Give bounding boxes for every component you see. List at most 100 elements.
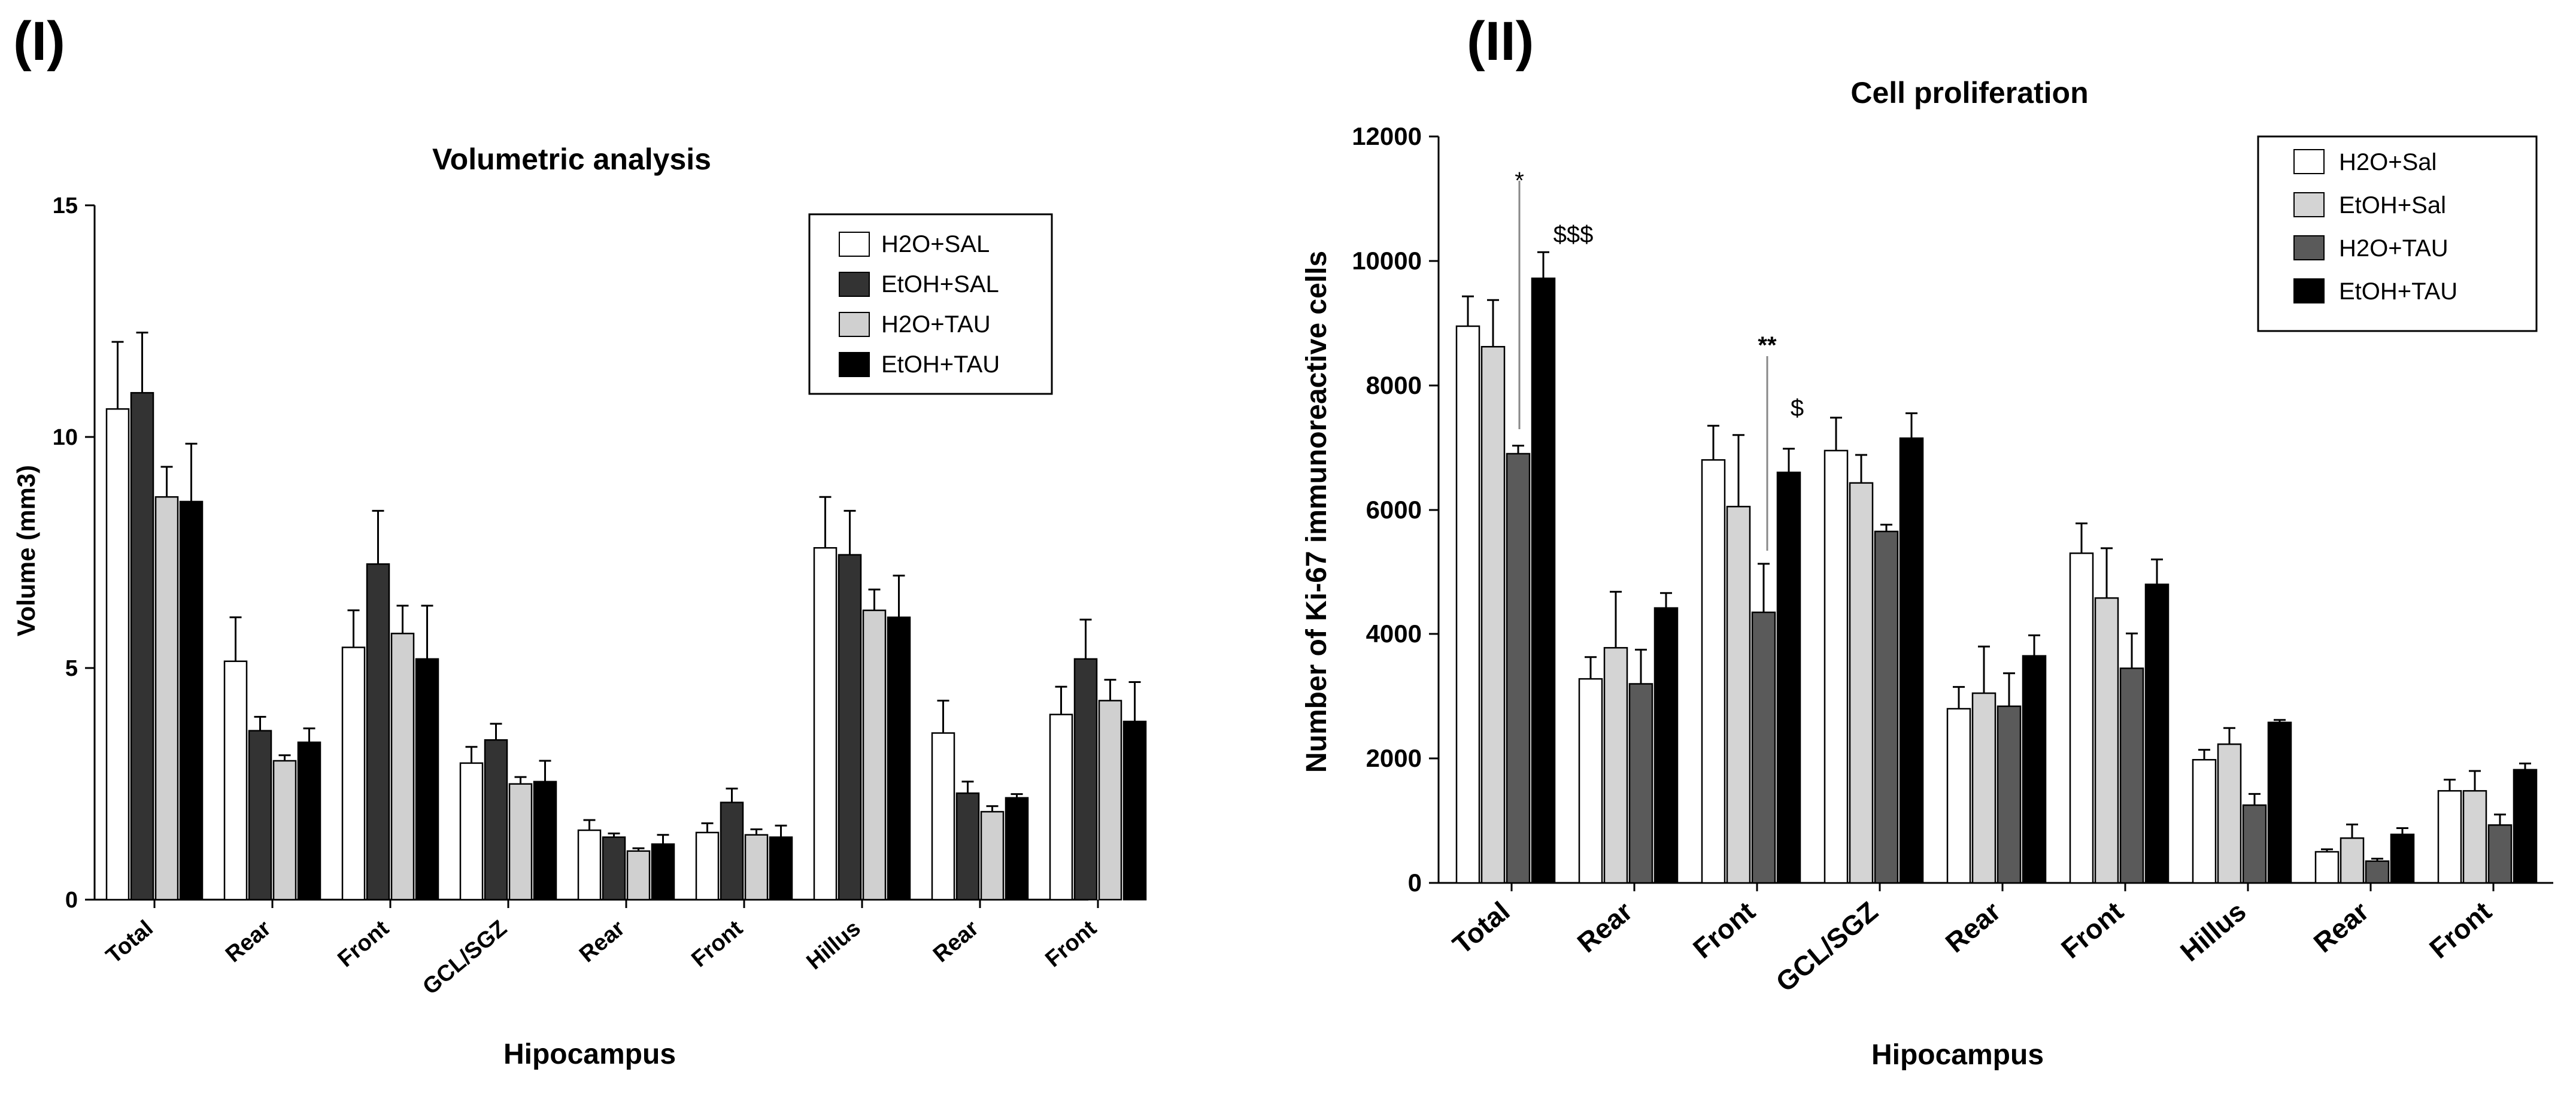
bar xyxy=(2437,790,2462,884)
x-tick-label: Front xyxy=(2055,895,2129,964)
bar xyxy=(1849,482,1874,884)
legend-label: H2O+Sal xyxy=(2339,149,2437,175)
legend-label: H2O+TAU xyxy=(881,311,991,338)
bar xyxy=(1531,277,1556,884)
bar xyxy=(248,730,272,901)
x-tick-label: Rear xyxy=(575,916,630,968)
x-tick-label: Front xyxy=(687,915,748,972)
x-tick-label: Hillus xyxy=(802,916,866,975)
bar xyxy=(179,500,204,901)
y-tick-label: 5 xyxy=(65,656,78,681)
legend-label: EtOH+Sal xyxy=(2339,192,2446,218)
bar xyxy=(862,609,887,901)
bar xyxy=(2390,833,2415,884)
legend-swatch xyxy=(2293,149,2325,174)
bar xyxy=(154,496,179,901)
bar xyxy=(1603,646,1628,884)
bar xyxy=(2119,667,2144,884)
bar xyxy=(813,547,838,901)
bar xyxy=(2340,837,2365,884)
x-axis-label: Hipocampus xyxy=(503,1039,676,1070)
x-tick-label: GCL/SGZ xyxy=(418,916,511,1000)
x-tick-label: Rear xyxy=(1571,895,1639,959)
y-tick-label: 15 xyxy=(53,193,78,218)
bar xyxy=(390,633,415,901)
bar xyxy=(2462,790,2487,884)
legend-label: EtOH+TAU xyxy=(881,351,1000,378)
y-tick-label: 0 xyxy=(1408,869,1422,897)
legend-label: H2O+TAU xyxy=(2339,235,2448,262)
bar xyxy=(980,810,1005,901)
bar xyxy=(1874,530,1899,884)
bar xyxy=(2314,851,2340,884)
bar xyxy=(1653,607,1679,884)
bar xyxy=(887,617,911,901)
bar xyxy=(2513,769,2538,884)
bar xyxy=(2192,758,2217,884)
y-tick-label: 10 xyxy=(53,425,78,450)
bar xyxy=(2069,552,2094,884)
bar xyxy=(1997,705,2022,884)
chart-cell-proliferation: Cell proliferation Number of Ki-67 immun… xyxy=(1301,76,2553,1071)
x-tick-label: GCL/SGZ xyxy=(1770,895,1883,998)
bar xyxy=(459,762,484,901)
y-axis-label: Volume (mm3) xyxy=(12,465,40,636)
bars xyxy=(1455,251,2538,884)
panel-label-left: (I) xyxy=(13,11,65,72)
bar xyxy=(2267,721,2292,884)
legend-swatch xyxy=(839,272,870,297)
bar xyxy=(1578,678,1603,884)
bar xyxy=(1751,611,1776,884)
y-tick-label: 10000 xyxy=(1352,247,1422,275)
x-tick-label: Total xyxy=(1446,895,1515,960)
legend: H2O+SAL EtOH+SAL H2O+TAU EtOH+TAU xyxy=(808,213,1053,395)
bar xyxy=(1899,437,1924,884)
bar xyxy=(533,781,557,901)
x-tick-label: Rear xyxy=(2308,895,2375,959)
annotations: * $$$ ** $ xyxy=(1515,168,1804,551)
bar xyxy=(223,660,248,901)
x-tick-label: Total xyxy=(101,916,157,969)
annotation-star: * xyxy=(1515,168,1524,194)
y-tick-label: 8000 xyxy=(1366,371,1422,399)
bar xyxy=(272,760,297,901)
bar xyxy=(931,732,955,901)
legend-swatch xyxy=(839,312,870,337)
bar xyxy=(1971,692,1997,884)
x-tick-label: Front xyxy=(1687,895,1761,964)
x-tick-label: Front xyxy=(333,915,394,972)
bar xyxy=(626,850,651,901)
x-tick-labels: Total Rear Front GCL/SGZ Rear Front Hillus Rear… xyxy=(101,900,1102,1000)
y-tick-label: 6000 xyxy=(1366,496,1422,524)
bar xyxy=(415,658,439,901)
bar xyxy=(769,836,793,901)
bar xyxy=(2217,743,2242,884)
x-tick-label: Hillus xyxy=(2174,895,2252,967)
bar xyxy=(695,831,720,901)
bar xyxy=(744,834,769,901)
bar xyxy=(297,741,321,901)
bar xyxy=(720,801,744,901)
legend-label: H2O+SAL xyxy=(881,231,990,257)
bar xyxy=(838,554,862,901)
bar xyxy=(366,563,390,901)
y-tick-label: 4000 xyxy=(1366,620,1422,648)
chart-title: Volumetric analysis xyxy=(432,142,711,176)
bar xyxy=(955,792,980,901)
bar xyxy=(2487,824,2513,884)
bar xyxy=(1073,658,1098,901)
bar xyxy=(1098,700,1122,901)
bar xyxy=(2242,804,2267,884)
bar xyxy=(577,829,602,901)
bar xyxy=(2144,583,2170,884)
bar xyxy=(1480,345,1506,884)
bar xyxy=(651,843,675,901)
bar xyxy=(508,783,533,901)
annotation-dollar: $ xyxy=(1791,395,1804,421)
bar xyxy=(1823,450,1849,884)
y-axis-label: Number of Ki-67 immunoreactive cells xyxy=(1301,251,1333,773)
chart-volumetric: Volumetric analysis Volume (mm3) Hipocam… xyxy=(12,142,1147,1070)
annotation-dollar: $$$ xyxy=(1554,221,1594,248)
bar xyxy=(602,836,626,901)
